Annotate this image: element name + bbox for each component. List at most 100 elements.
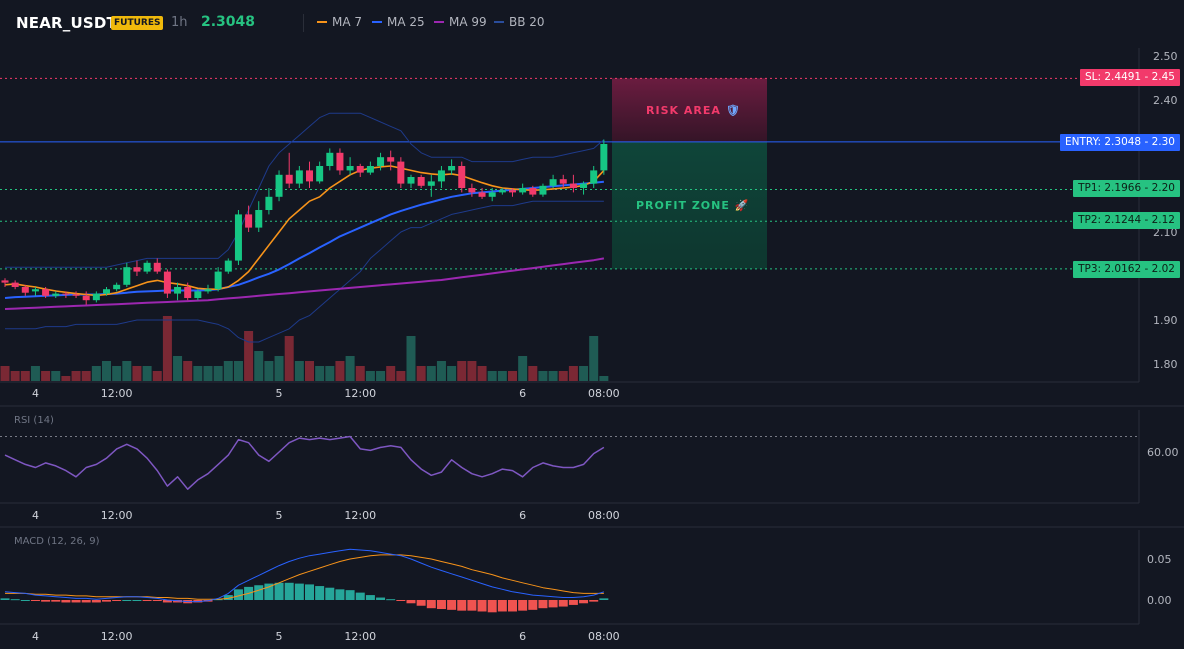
entry-price-tag[interactable]: ENTRY: 2.3048 - 2.30 [1059,134,1180,151]
candle-body [295,170,303,184]
volume-bar [284,336,294,381]
macd-histogram-bar [579,600,589,604]
price-tick-label: 2.40 [1153,94,1178,107]
volume-bar [386,366,396,381]
candle-body [600,144,608,171]
volume-bar [538,371,548,381]
volume-bar [102,361,111,381]
volume-bar [142,366,152,381]
ma7-swatch [317,21,327,23]
rsi-line [4,435,605,490]
time-tick-label: 12:00 [101,387,133,400]
candle-body [174,287,182,294]
time-tick-label: 12:00 [101,509,133,522]
volume-bar [416,366,426,381]
tp3-price: 2.02 [1151,263,1175,275]
last-price: 2.3048 [201,14,256,30]
candle-body [529,188,537,195]
candle-body [326,152,334,166]
macd-histogram-bar [528,600,538,610]
volume-bar [30,366,40,381]
profit-zone-label: PROFIT ZONE 🚀 [636,199,749,212]
candles[interactable] [1,139,608,305]
macd-histogram-bar [61,600,71,603]
rocket-icon: 🚀 [734,199,750,212]
volume-bar [203,366,213,381]
volume-bar [162,316,172,381]
volume-bar [477,366,487,381]
macd-tick-label: 0.00 [1147,594,1172,607]
volume-bar [447,366,457,381]
rsi-tick-label: 60.00 [1147,446,1179,459]
sl-price-tag[interactable]: SL: 2.4491 - 2.45 [1079,69,1180,86]
macd-histogram-bar [477,600,487,612]
candle-body [113,284,121,290]
volume-bar [233,361,243,381]
price-tick-label: 2.10 [1153,226,1178,239]
candle-body [356,166,364,173]
volume-bar [406,336,416,381]
macd-histogram-bar [497,600,507,612]
macd-histogram-bar [416,600,426,606]
time-tick-label: 08:00 [588,630,620,643]
macd-histogram-bar [41,600,51,602]
candle-body [366,166,374,173]
macd-histogram-bar [0,598,10,600]
time-tick-label: 08:00 [588,509,620,522]
candle-body [417,177,425,186]
candle-body [549,179,557,186]
candle-body [590,170,598,184]
volume-bar [345,356,355,381]
candle-body [265,196,273,210]
candle-body [224,260,232,272]
macd-histogram-bar [162,600,172,603]
legend-bb20[interactable]: BB 20 [494,15,545,29]
candle-body [427,181,435,186]
macd-histogram-bar [274,582,284,600]
candle-body [255,210,263,228]
symbol-name[interactable]: NEAR_USDT [16,14,117,32]
moving-averages [4,165,605,310]
legend-ma25[interactable]: MA 25 [372,15,425,29]
tp3-price-tag[interactable]: TP3: 2.0162 - 2.02 [1073,261,1180,278]
chart-header: NEAR_USDT FUTURES 1h 2.3048 MA 7 MA 25 M… [0,0,1184,48]
candle-body [397,161,405,184]
volume-bar [223,361,233,381]
tp1-price-tag[interactable]: TP1: 2.1966 - 2.20 [1073,180,1180,197]
volume-bar [10,371,20,381]
macd-histogram-bar [558,600,568,607]
macd-histogram-bar [568,600,578,605]
rsi-series [4,435,605,490]
volume-bar [365,371,375,381]
ma25-swatch [372,21,382,23]
time-tick-label: 12:00 [344,387,376,400]
candle-body [458,166,466,188]
macd-histogram-bar [142,600,152,601]
entry-label: ENTRY: 2.3048 [1064,136,1142,148]
volume-bar [51,371,61,381]
candle-body [52,293,60,296]
time-tick-label: 6 [519,630,526,643]
volume-bar [355,366,365,381]
macd-histogram-bar [71,600,81,603]
macd-line [4,548,605,603]
risk-zone [612,78,767,142]
time-tick-label: 12:00 [344,630,376,643]
candle-body [539,185,547,195]
macd-histogram-bar [447,600,457,610]
candle-body [143,262,151,272]
tp2-price-tag[interactable]: TP2: 2.1244 - 2.12 [1073,212,1180,229]
volume-bar [426,366,436,381]
legend-ma7[interactable]: MA 7 [317,15,362,29]
bb20-swatch [494,21,504,23]
volume-bar [599,376,609,381]
timeframe-label[interactable]: 1h [171,15,188,30]
macd-histogram-bar [152,600,162,601]
candle-body [498,190,506,193]
macd-histogram-bar [315,586,325,600]
candle-body [468,188,476,193]
legend-ma99[interactable]: MA 99 [434,15,487,29]
macd-histogram-bar [325,587,335,600]
ma99-line [4,257,605,310]
